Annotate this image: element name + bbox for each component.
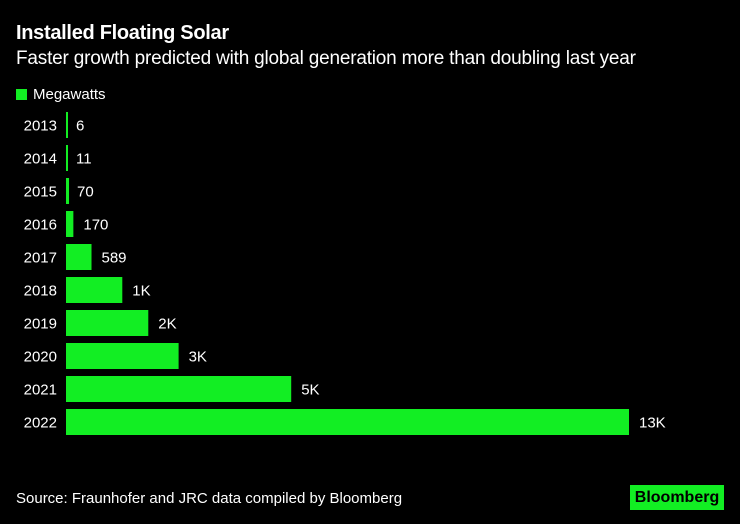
legend-swatch [16, 89, 27, 100]
legend: Megawatts [16, 86, 106, 103]
bar-chart: 2013 6 2014 11 2015 70 2016 170 2017 589 2018 1K 201… [24, 112, 666, 435]
bar-2013 [66, 112, 68, 138]
bar-2016 [66, 211, 74, 237]
data-label: 2K [158, 316, 176, 333]
category-label: 2018 [24, 283, 57, 300]
data-label: 70 [77, 184, 94, 201]
source-note: Source: Fraunhofer and JRC data compiled… [16, 490, 403, 507]
category-label: 2015 [24, 184, 57, 201]
data-label: 5K [301, 382, 319, 399]
category-label: 2016 [24, 217, 57, 234]
bar-2020 [66, 343, 179, 369]
bar-2022 [66, 409, 629, 435]
bar-2017 [66, 244, 92, 270]
data-label: 589 [102, 250, 127, 267]
category-label: 2017 [24, 250, 57, 267]
data-label: 3K [189, 349, 207, 366]
category-label: 2020 [24, 349, 57, 366]
category-label: 2014 [24, 151, 57, 168]
bar-2014 [66, 145, 68, 171]
category-label: 2013 [24, 118, 57, 135]
data-label: 13K [639, 415, 666, 432]
data-label: 11 [76, 151, 92, 168]
category-label: 2022 [24, 415, 57, 432]
legend-label: Megawatts [33, 86, 106, 103]
chart-title: Installed Floating Solar [16, 22, 229, 44]
data-label: 6 [76, 118, 84, 135]
bar-2015 [66, 178, 70, 204]
category-label: 2019 [24, 316, 57, 333]
data-label: 170 [83, 217, 108, 234]
bloomberg-logo: Bloomberg [630, 485, 724, 510]
bar-2019 [66, 310, 149, 336]
bar-2018 [66, 277, 123, 303]
chart-subtitle: Faster growth predicted with global gene… [16, 48, 636, 69]
data-label: 1K [132, 283, 150, 300]
category-label: 2021 [24, 382, 57, 399]
bar-2021 [66, 376, 292, 402]
